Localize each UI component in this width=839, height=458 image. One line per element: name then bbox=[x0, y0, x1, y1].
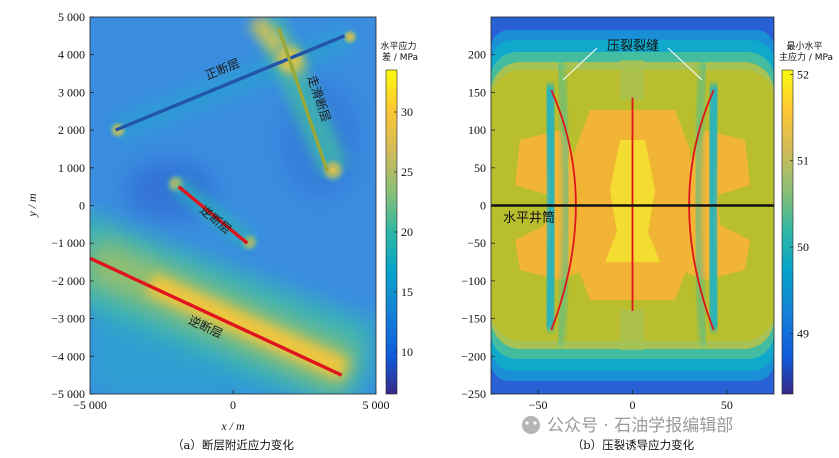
colorbar-tick-label: 20 bbox=[401, 225, 413, 239]
colorbar-title-a-line1: 水平应力 bbox=[381, 40, 417, 52]
x-tick-label-b: 50 bbox=[721, 398, 733, 412]
x-tick-label-a: 0 bbox=[230, 398, 236, 412]
annotation-fracture: 压裂裂缝 bbox=[607, 39, 659, 54]
fracture-leader-left bbox=[562, 47, 598, 81]
colorbar-title-b-line2: 主应力 / MPa bbox=[779, 51, 833, 63]
y-tick-label-a: −4 000 bbox=[51, 349, 85, 363]
y-tick-label-b: −200 bbox=[461, 349, 486, 363]
y-tick-label-a: −5 000 bbox=[51, 387, 85, 401]
colorbar-title-b: 最小水平 主应力 / MPa bbox=[779, 40, 833, 63]
y-tick-label-b: −100 bbox=[461, 274, 486, 288]
colorbar-b bbox=[781, 69, 794, 395]
colorbar-title-a: 水平应力 差 / MPa bbox=[381, 40, 420, 63]
y-tick-label-a: 2 000 bbox=[58, 123, 85, 137]
x-axis-label-a: x / m bbox=[220, 419, 245, 433]
y-tick-label-b: 50 bbox=[474, 161, 486, 175]
panel-b: 压裂裂缝 水平井筒 −50 0 50 200 150 100 50 0 −50 −100 −150… bbox=[461, 16, 833, 452]
y-tick-label-b: 0 bbox=[480, 199, 486, 213]
x-tick-label-b: 0 bbox=[630, 398, 636, 412]
caption-a: （a）断层附近应力变化 bbox=[172, 438, 294, 452]
colorbar-title-b-line1: 最小水平 bbox=[787, 40, 823, 52]
y-tick-label-a: −1 000 bbox=[51, 236, 85, 250]
y-ticks-b: 200 150 100 50 0 −50 −100 −150 −200 −250 bbox=[461, 48, 495, 401]
y-tick-label-a: 4 000 bbox=[58, 48, 85, 62]
watermark: 公众号 · 石油学报编辑部 bbox=[522, 416, 733, 436]
x-ticks-b: −50 0 50 bbox=[529, 390, 733, 412]
y-tick-label-a: 3 000 bbox=[58, 85, 85, 99]
colorbar-tick-label: 25 bbox=[401, 165, 413, 179]
y-tick-label-b: 100 bbox=[468, 123, 486, 137]
colorbar-tick-label: 15 bbox=[401, 285, 413, 299]
y-tick-label-a: 5 000 bbox=[58, 10, 85, 24]
y-tick-label-b: 150 bbox=[468, 85, 486, 99]
colorbar-tick-label: 10 bbox=[401, 345, 413, 359]
fault-line bbox=[90, 256, 343, 377]
fault-line bbox=[277, 27, 329, 173]
watermark-text: 公众号 · 石油学报编辑部 bbox=[547, 416, 733, 436]
colorbar-title-a-line2: 差 / MPa bbox=[382, 51, 418, 63]
colorbar-ticks-b: 49 50 51 52 bbox=[790, 67, 809, 341]
colorbar-tick-label: 49 bbox=[797, 327, 809, 341]
fracture-leader-right bbox=[667, 47, 703, 81]
x-tick-label-a: 5 000 bbox=[363, 398, 390, 412]
x-ticks-a: −5 000 0 5 000 bbox=[73, 390, 390, 412]
colorbar-tick-label: 50 bbox=[797, 240, 809, 254]
fault-line bbox=[115, 34, 346, 132]
x-tick-label-a: −5 000 bbox=[73, 398, 107, 412]
wechat-icon bbox=[522, 416, 540, 434]
y-tick-label-b: −250 bbox=[461, 387, 486, 401]
y-tick-label-a: −3 000 bbox=[51, 312, 85, 326]
y-tick-label-a: −2 000 bbox=[51, 274, 85, 288]
y-tick-label-a: 1 000 bbox=[58, 161, 85, 175]
colorbar-tick-label: 30 bbox=[401, 105, 413, 119]
y-tick-label-b: −150 bbox=[461, 312, 486, 326]
x-tick-label-b: −50 bbox=[529, 398, 548, 412]
colorbar-tick-label: 51 bbox=[797, 154, 809, 168]
y-tick-label-a: 0 bbox=[79, 199, 85, 213]
y-tick-label-b: 200 bbox=[468, 48, 486, 62]
y-axis-label-a: y / m bbox=[25, 193, 39, 218]
y-tick-label-b: −50 bbox=[467, 236, 486, 250]
fault-lines-a bbox=[90, 27, 346, 377]
fault-line bbox=[177, 185, 249, 245]
y-ticks-a: 5 000 4 000 3 000 2 000 1 000 0 −1 000 −2 000 −3… bbox=[51, 10, 94, 401]
colorbar-tick-label: 52 bbox=[797, 67, 809, 81]
annotation-wellbore: 水平井筒 bbox=[503, 210, 555, 226]
colorbar-ticks-a: 10 15 20 25 30 bbox=[394, 105, 413, 359]
caption-b: （b）压裂诱导应力变化 bbox=[572, 438, 695, 452]
